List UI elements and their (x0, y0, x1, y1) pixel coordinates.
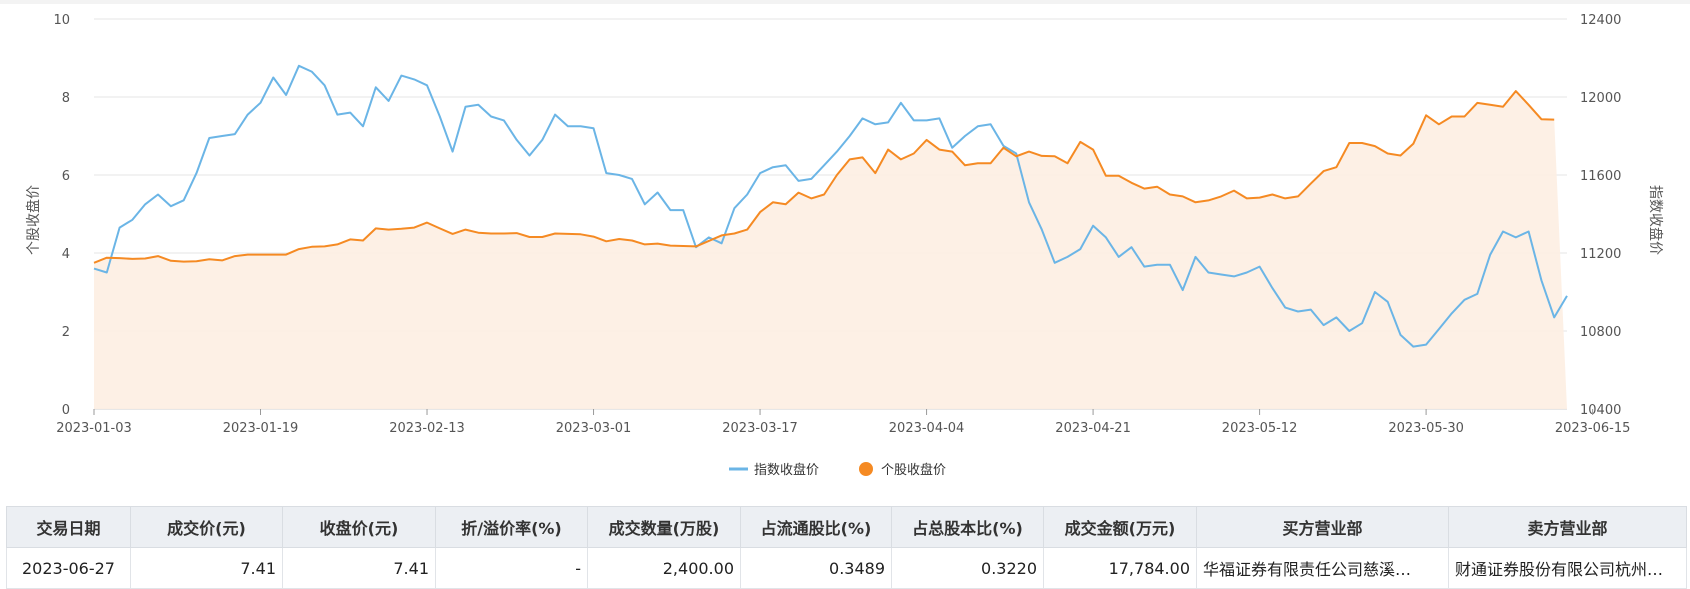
header-trade-date[interactable]: 交易日期 (6, 506, 131, 548)
header-float-ratio[interactable]: 占流通股比(%) (740, 506, 892, 548)
top-divider (0, 0, 1690, 4)
x-tick-label: 2023-01-19 (223, 421, 299, 436)
right-axis-title: 指数收盘价 (1647, 185, 1664, 255)
left-tick-label: 2 (62, 325, 70, 340)
header-close-price[interactable]: 收盘价(元) (282, 506, 436, 548)
block-trade-table: 交易日期 成交价(元) 收盘价(元) 折/溢价率(%) 成交数量(万股) 占流通… (6, 506, 1687, 589)
x-tick-label: 2023-05-12 (1222, 421, 1298, 436)
left-tick-label: 8 (62, 91, 70, 106)
legend[interactable]: 指数收盘价 个股收盘价 (729, 462, 946, 478)
right-tick-label: 12000 (1580, 91, 1621, 106)
legend-stock-label: 个股收盘价 (881, 462, 946, 478)
x-tick-label: 2023-06-15 (1555, 421, 1631, 436)
left-axis-title: 个股收盘价 (25, 185, 42, 255)
axes: 0 2 4 6 8 10 10400 10800 11200 11600 12000 12400 202… (53, 13, 1630, 436)
header-total-ratio[interactable]: 占总股本比(%) (891, 506, 1044, 548)
left-tick-label: 4 (62, 247, 70, 262)
x-tick-label: 2023-02-13 (389, 421, 465, 436)
header-volume[interactable]: 成交数量(万股) (587, 506, 741, 548)
cell-total-ratio: 0.3220 (891, 547, 1044, 589)
x-tick-label: 2023-03-17 (722, 421, 798, 436)
left-tick-label: 10 (53, 13, 70, 28)
index-close-line (93, 64, 1568, 348)
cell-premium-rate: - (435, 547, 588, 589)
x-tick-label: 2023-01-03 (56, 421, 132, 436)
series-lines (93, 64, 1568, 348)
price-chart: 0 2 4 6 8 10 10400 10800 11200 11600 12000 12400 202… (25, 13, 1664, 478)
legend-stock-swatch (859, 462, 873, 476)
legend-item-index[interactable]: 指数收盘价 (729, 462, 819, 478)
cell-amount: 17,784.00 (1043, 547, 1197, 589)
header-seller[interactable]: 卖方营业部 (1448, 506, 1687, 548)
left-tick-label: 0 (62, 403, 70, 418)
right-tick-label: 10400 (1580, 403, 1621, 418)
header-amount[interactable]: 成交金额(万元) (1043, 506, 1197, 548)
right-tick-label: 11600 (1580, 169, 1621, 184)
left-tick-label: 6 (62, 169, 70, 184)
header-buyer[interactable]: 买方营业部 (1196, 506, 1449, 548)
stock-close-line (93, 90, 1555, 264)
cell-volume: 2,400.00 (587, 547, 741, 589)
x-tick-label: 2023-04-21 (1055, 421, 1131, 436)
header-deal-price[interactable]: 成交价(元) (130, 506, 283, 548)
legend-index-label: 指数收盘价 (754, 462, 819, 478)
right-tick-label: 10800 (1580, 325, 1621, 340)
x-tick-label: 2023-05-30 (1388, 421, 1464, 436)
cell-deal-price: 7.41 (130, 547, 283, 589)
table-header-row: 交易日期 成交价(元) 收盘价(元) 折/溢价率(%) 成交数量(万股) 占流通… (6, 506, 1687, 548)
cell-buyer[interactable]: 华福证券有限责任公司慈溪… (1196, 547, 1449, 589)
cell-close-price: 7.41 (282, 547, 436, 589)
cell-seller[interactable]: 财通证券股份有限公司杭州… (1448, 547, 1687, 589)
x-tick-label: 2023-03-01 (556, 421, 632, 436)
cell-float-ratio: 0.3489 (740, 547, 892, 589)
legend-item-stock[interactable]: 个股收盘价 (859, 462, 946, 478)
cell-trade-date: 2023-06-27 (6, 547, 131, 589)
right-tick-label: 12400 (1580, 13, 1621, 28)
stock-area (94, 91, 1567, 409)
right-tick-label: 11200 (1580, 247, 1621, 262)
header-premium-rate[interactable]: 折/溢价率(%) (435, 506, 588, 548)
x-tick-label: 2023-04-04 (889, 421, 965, 436)
table-row: 2023-06-27 7.41 7.41 - 2,400.00 0.3489 0… (6, 547, 1687, 589)
stock-area-fill (94, 91, 1567, 409)
